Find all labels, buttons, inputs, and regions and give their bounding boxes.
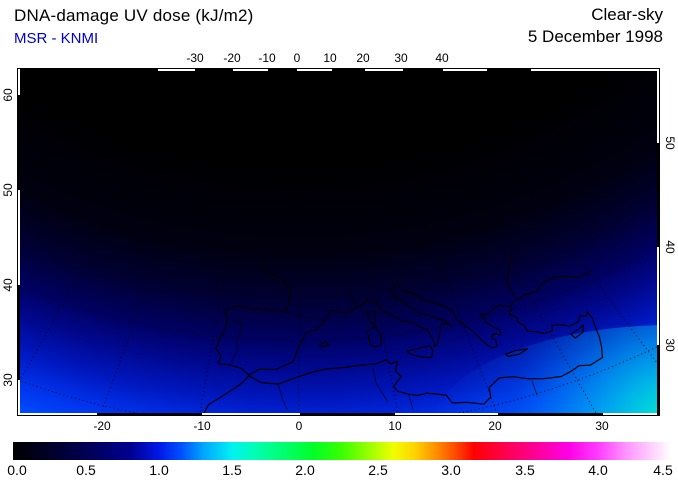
top-axis-tick: -30 <box>186 51 204 65</box>
colorbar-label: 0.5 <box>76 462 96 478</box>
colorbar-label: 4.5 <box>653 462 673 478</box>
top-axis-tick: -20 <box>223 51 241 65</box>
date-label: 5 December 1998 <box>527 27 663 46</box>
right-axis-tick: 40 <box>663 240 677 254</box>
top-axis-tick: 20 <box>356 51 370 65</box>
map-frame <box>17 68 660 416</box>
sky-condition-label: Clear-sky <box>591 5 663 24</box>
top-axis-tick: 40 <box>435 51 449 65</box>
bottom-axis-tick: 20 <box>488 419 502 433</box>
bottom-axis-tick: 0 <box>295 419 303 433</box>
top-axis-tick: 10 <box>323 51 337 65</box>
bottom-axis-tick: 30 <box>595 419 609 433</box>
top-axis-tick: -10 <box>258 51 276 65</box>
left-axis-tick: 30 <box>1 373 15 387</box>
colorbar-label: 0.0 <box>7 462 27 478</box>
left-axis-tick: 60 <box>1 88 15 102</box>
bottom-axis-tick: 10 <box>388 419 402 433</box>
colorbar-label: 4.0 <box>588 462 608 478</box>
colorbar-label: 2.5 <box>368 462 388 478</box>
coastlines <box>201 251 604 416</box>
colorbar-label: 1.5 <box>222 462 242 478</box>
colorbar-label: 1.0 <box>149 462 169 478</box>
colorbar-label: 3.0 <box>441 462 461 478</box>
graticule-grid <box>17 89 660 416</box>
colorbar-label: 3.5 <box>515 462 535 478</box>
colorbar-label: 2.0 <box>295 462 315 478</box>
right-axis-tick: 30 <box>663 338 677 352</box>
right-axis-tick: 50 <box>663 136 677 150</box>
bottom-axis-tick: -10 <box>193 419 211 433</box>
data-source-label: MSR - KNMI <box>14 30 99 47</box>
top-axis-tick: 30 <box>394 51 408 65</box>
top-axis-tick: 0 <box>293 51 301 65</box>
country-borders <box>231 288 538 410</box>
left-axis-tick: 40 <box>1 278 15 292</box>
colorbar-gradient <box>13 442 671 460</box>
left-axis-tick: 50 <box>1 183 15 197</box>
page-title: DNA-damage UV dose (kJ/m2) <box>14 6 254 25</box>
bottom-axis-tick: -20 <box>93 419 111 433</box>
